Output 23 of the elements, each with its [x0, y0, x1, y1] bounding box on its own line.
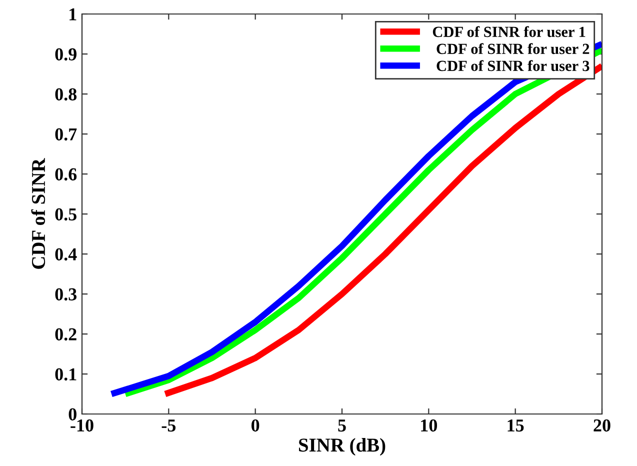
- y-tick-label: 1: [70, 8, 76, 20]
- x-tick-label: 5: [338, 420, 346, 432]
- x-tick-label: -10: [70, 419, 94, 432]
- x-tick-label: 10: [421, 419, 438, 432]
- y-tick-label: 0.1: [55, 368, 76, 381]
- y-tick-label: 0.8: [55, 88, 77, 101]
- y-tick-label: 0.5: [55, 208, 76, 221]
- y-tick-label: 0.9: [55, 48, 76, 61]
- y-tick-label: 0.6: [55, 168, 77, 181]
- legend-label: CDF of SINR for user 2: [436, 43, 590, 54]
- y-tick-label: 0.7: [55, 128, 77, 141]
- legend-label: CDF of SINR for user 1: [432, 26, 586, 38]
- x-axis-title: SINR (dB): [299, 438, 386, 456]
- y-tick-label: 0: [68, 408, 76, 420]
- y-axis-title: CDF of SINR: [31, 158, 46, 269]
- legend-label: CDF of SINR for user 3: [436, 60, 590, 72]
- y-tick-label: 0.2: [55, 328, 76, 341]
- x-tick-label: 20: [594, 419, 610, 432]
- y-tick-label: 0.4: [55, 248, 77, 261]
- x-tick-label: 15: [508, 419, 524, 432]
- x-tick-label: 0: [252, 419, 260, 432]
- y-tick-label: 0.3: [55, 288, 77, 301]
- x-tick-label: -5: [162, 420, 176, 432]
